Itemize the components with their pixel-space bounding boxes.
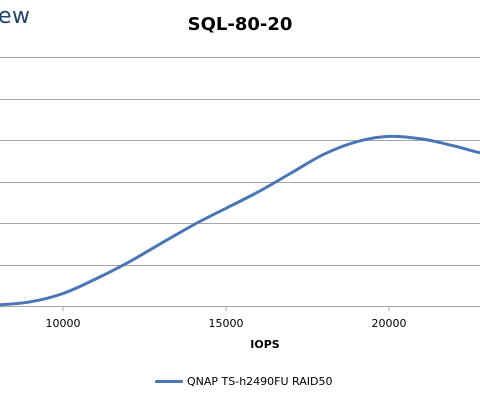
series-line-1 bbox=[0, 134, 480, 307]
series-layer bbox=[0, 134, 480, 307]
x-tick-labels: 100001500020000250003000035000 bbox=[46, 306, 407, 330]
gridlines bbox=[0, 57, 480, 307]
x-tick-label: 15000 bbox=[209, 317, 244, 330]
x-tick-label: 20000 bbox=[372, 317, 407, 330]
x-axis-label: IOPS bbox=[250, 338, 280, 351]
legend: QNAP TS-h2490FU RAID50 bbox=[155, 375, 333, 388]
x-tick-label: 10000 bbox=[46, 317, 81, 330]
legend-swatch bbox=[155, 380, 183, 383]
chart-title: SQL-80-20 bbox=[187, 14, 293, 35]
logo-fragment: ew bbox=[0, 4, 31, 29]
legend-label: QNAP TS-h2490FU RAID50 bbox=[187, 375, 333, 388]
